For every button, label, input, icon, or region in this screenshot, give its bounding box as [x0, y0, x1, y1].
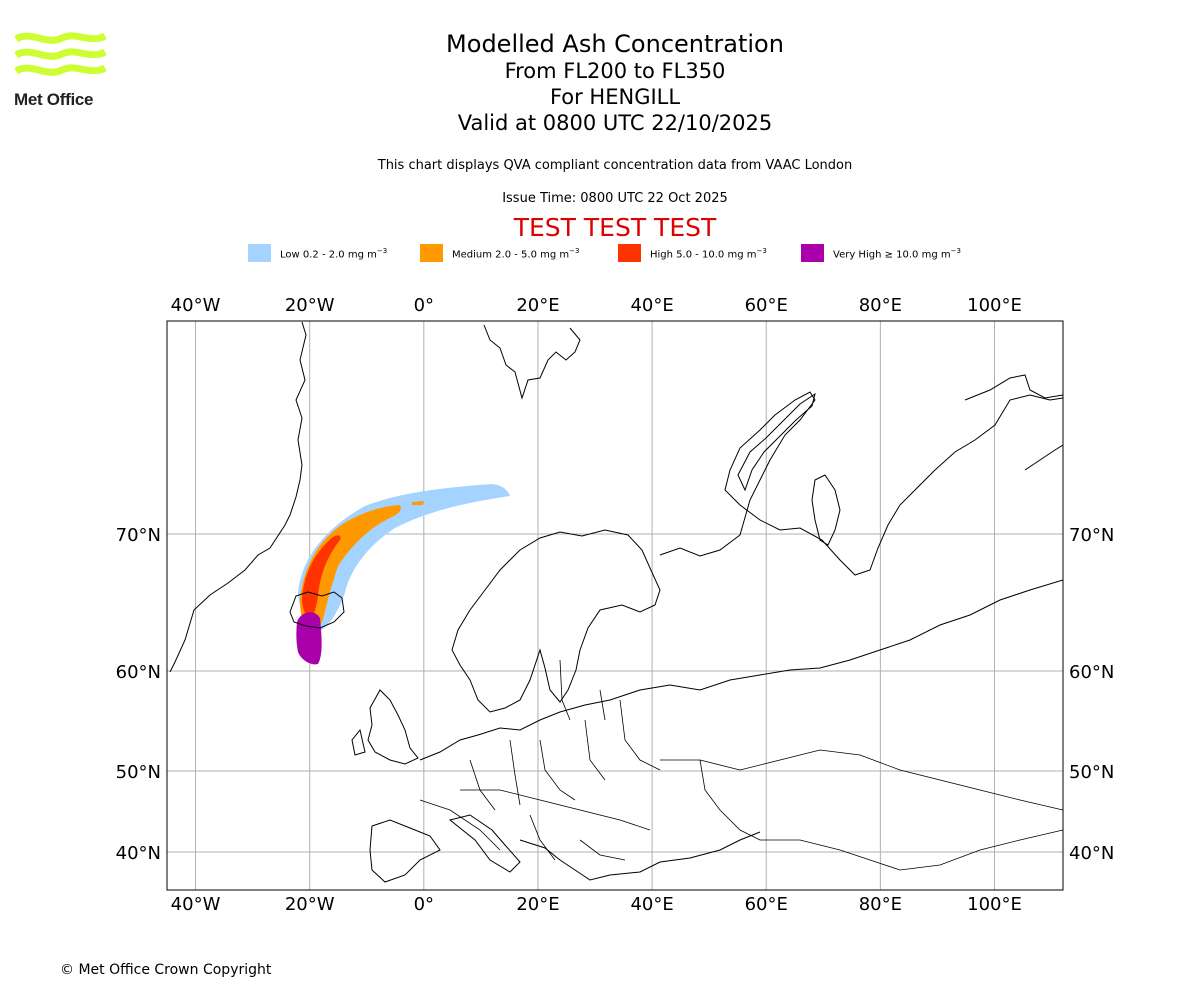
compliance-note: This chart displays QVA compliant concen…	[377, 158, 853, 173]
lon-label-bottom: 20°E	[516, 894, 559, 915]
met-office-wave-icon	[14, 32, 107, 76]
coast-europe	[419, 579, 1063, 761]
lat-label-left: 60°N	[116, 662, 161, 683]
issue-time: Issue Time: 0800 UTC 22 Oct 2025	[502, 191, 728, 206]
lon-label-bottom: 100°E	[967, 894, 1022, 915]
lon-label-bottom: 40°W	[171, 894, 221, 915]
lon-label-top: 100°E	[967, 295, 1022, 316]
legend-label-high: High 5.0 - 10.0 mg m−3	[650, 247, 767, 261]
ash-region-high	[302, 535, 341, 618]
map-features	[169, 321, 1063, 883]
lon-label-bottom: 0°	[414, 894, 434, 915]
map-frame	[166, 320, 1064, 891]
volcano-name: For HENGILL	[549, 85, 681, 109]
coast-scandinavia	[451, 529, 661, 713]
legend-label-low: Low 0.2 - 2.0 mg m−3	[280, 247, 388, 261]
graticule	[167, 321, 1063, 890]
coast-med	[369, 814, 761, 883]
lat-label-right: 60°N	[1069, 662, 1114, 683]
lat-label-right: 70°N	[1069, 525, 1114, 546]
legend-swatch-high	[618, 244, 641, 262]
coast-north-russia	[659, 391, 1063, 576]
ash-region-medium	[300, 505, 401, 630]
flight-level-range: From FL200 to FL350	[504, 59, 726, 83]
lon-label-bottom: 60°E	[745, 894, 788, 915]
ash-region-very-high	[296, 612, 322, 665]
lon-label-top: 0°	[414, 295, 434, 316]
lat-label-left: 70°N	[116, 525, 161, 546]
axis-labels: 40°W 40°W 20°W 20°W 0° 0° 20°E 20°E 40°E 40°E 60°E…	[116, 295, 1115, 915]
test-banner: TEST TEST TEST	[513, 213, 717, 242]
lat-label-right: 50°N	[1069, 762, 1114, 783]
lon-label-top: 80°E	[859, 295, 902, 316]
coastlines	[169, 321, 1063, 883]
title-block: Modelled Ash Concentration From FL200 to…	[0, 30, 1200, 136]
legend-label-medium: Medium 2.0 - 5.0 mg m−3	[452, 247, 580, 261]
lon-label-top: 40°E	[630, 295, 673, 316]
coast-taimyr	[964, 374, 1063, 471]
coast-iceland	[289, 591, 345, 629]
lon-label-bottom: 80°E	[859, 894, 902, 915]
coast-greenland	[169, 321, 307, 673]
legend-swatch-very-high	[801, 244, 824, 262]
lat-label-left: 40°N	[116, 843, 161, 864]
ash-region-medium-spot	[412, 501, 424, 505]
coast-svalbard	[483, 324, 581, 400]
copyright: © Met Office Crown Copyright	[60, 962, 272, 978]
coast-novaya-zemlya	[737, 392, 816, 492]
coast-yamal	[811, 474, 841, 546]
lon-label-top: 40°W	[171, 295, 221, 316]
lon-label-bottom: 40°E	[630, 894, 673, 915]
lon-label-top: 20°E	[516, 295, 559, 316]
lon-label-bottom: 20°W	[285, 894, 335, 915]
country-borders	[419, 659, 1063, 871]
coast-british-isles	[351, 689, 419, 765]
legend-swatch-low	[248, 244, 271, 262]
legend-label-very-high: Very High ≥ 10.0 mg m−3	[833, 247, 961, 261]
logo-text: Met Office	[14, 90, 94, 109]
met-office-logo: Met Office	[14, 30, 108, 112]
valid-time: Valid at 0800 UTC 22/10/2025	[457, 111, 773, 135]
lon-label-top: 60°E	[745, 295, 788, 316]
ash-plume	[296, 484, 510, 665]
lon-label-top: 20°W	[285, 295, 335, 316]
lat-label-left: 50°N	[116, 762, 161, 783]
chart-title: Modelled Ash Concentration	[446, 30, 784, 58]
lat-label-right: 40°N	[1069, 843, 1114, 864]
legend-swatch-medium	[420, 244, 443, 262]
